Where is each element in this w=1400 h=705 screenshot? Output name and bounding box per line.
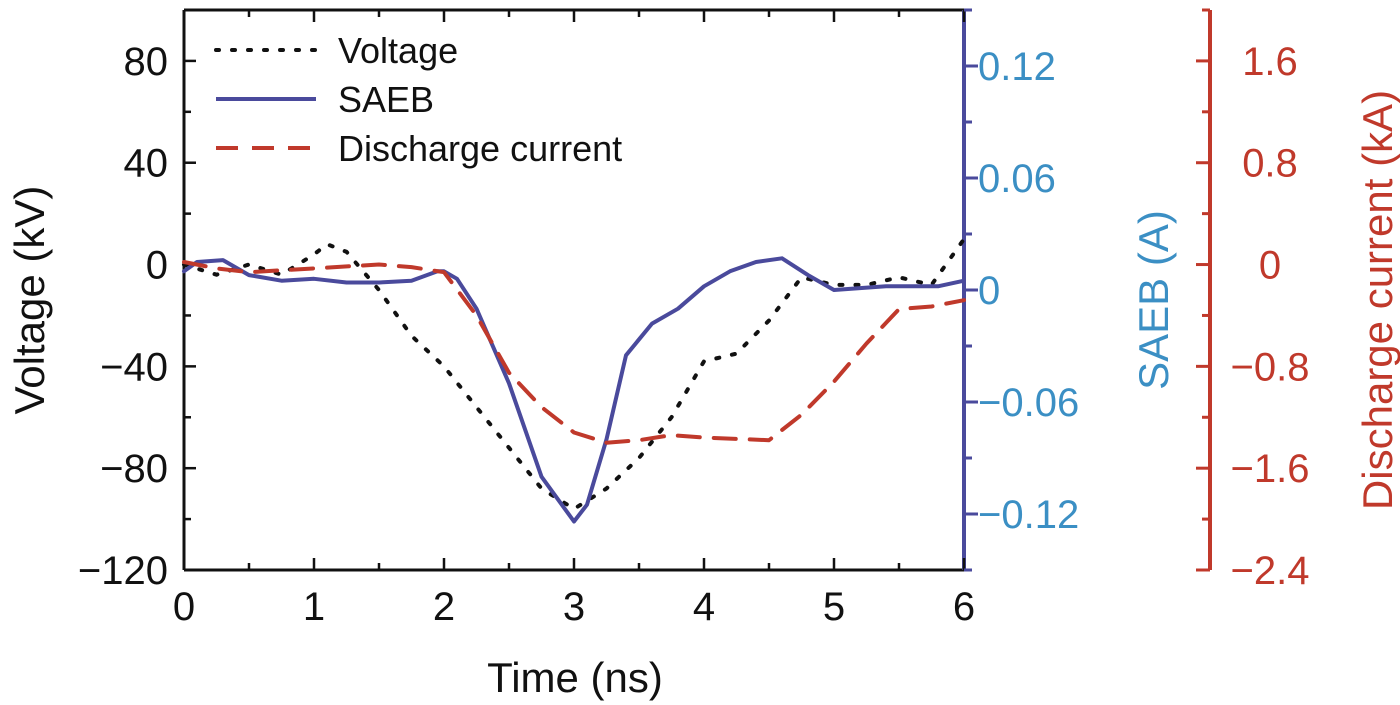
x-tick-label: 4: [693, 585, 715, 629]
legend-voltage-label: Voltage: [338, 30, 458, 71]
x-tick-label: 2: [433, 585, 455, 629]
saeb-y-tick-labels: 0.12 0.06 0 −0.06 −0.12: [978, 45, 1079, 537]
left-y-tick-labels: 80 40 0 −40 −80 −120: [78, 40, 168, 593]
left-tick-label: 0: [146, 244, 168, 288]
current-y-tick-labels: 1.6 0.8 0 −0.8 −1.6 −2.4: [1231, 40, 1310, 593]
x-tick-label: 3: [563, 585, 585, 629]
x-axis-title: Time (ns): [487, 654, 663, 701]
saeb-tick-label: −0.06: [978, 381, 1079, 425]
legend-saeb-label: SAEB: [338, 79, 434, 120]
x-tick-label: 5: [823, 585, 845, 629]
x-tick-label: 6: [953, 585, 975, 629]
current-tick-label: −0.8: [1231, 345, 1310, 389]
legend: Voltage SAEB Discharge current: [214, 30, 622, 169]
saeb-tick-label: 0: [978, 269, 1000, 313]
current-tick-label: 0: [1259, 244, 1281, 288]
saeb-axis-title: SAEB (A): [1130, 210, 1177, 390]
current-tick-label: 0.8: [1242, 142, 1298, 186]
left-tick-label: −40: [100, 345, 168, 389]
series-voltage-line: [182, 237, 966, 511]
left-tick-label: 40: [124, 142, 169, 186]
series-discharge-current-line: [182, 260, 966, 445]
left-tick-label: 80: [124, 40, 169, 84]
series-lines: [182, 237, 966, 524]
saeb-tick-label: 0.06: [978, 157, 1056, 201]
saeb-tick-label: 0.12: [978, 45, 1056, 89]
left-tick-label: −120: [78, 549, 168, 593]
current-tick-label: −1.6: [1231, 447, 1310, 491]
x-tick-labels: 0 1 2 3 4 5 6: [173, 585, 975, 629]
series-saeb-line: [182, 256, 966, 524]
x-tick-label: 1: [303, 585, 325, 629]
legend-current-label: Discharge current: [338, 128, 622, 169]
current-tick-label: 1.6: [1242, 40, 1298, 84]
current-axis-title: Discharge current (kA): [1354, 90, 1400, 510]
x-tick-label: 0: [173, 585, 195, 629]
current-tick-label: −2.4: [1231, 549, 1310, 593]
saeb-tick-label: −0.12: [978, 493, 1079, 537]
left-axis-title: Voltage (kV): [6, 186, 53, 415]
left-tick-label: −80: [100, 447, 168, 491]
